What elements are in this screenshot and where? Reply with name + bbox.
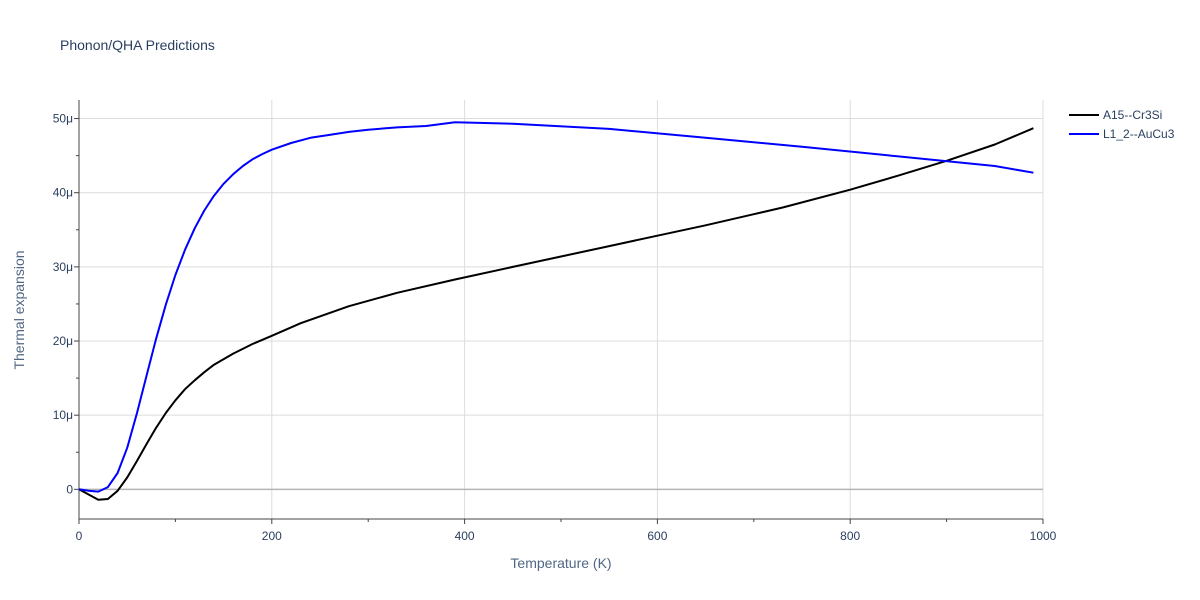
x-tick-label: 200 <box>262 529 282 543</box>
legend-label: L1_2--AuCu3 <box>1103 127 1175 141</box>
x-tick-label: 600 <box>647 529 667 543</box>
x-tick-label: 400 <box>455 529 475 543</box>
y-tick-label: 20μ <box>53 334 73 348</box>
x-tick-label: 0 <box>76 529 83 543</box>
y-axis-title: Thermal expansion <box>11 250 27 369</box>
legend: A15--Cr3Si L1_2--AuCu3 <box>1069 108 1175 141</box>
legend-label: A15--Cr3Si <box>1103 108 1162 122</box>
y-tick-label: 0 <box>66 482 73 496</box>
x-axis-ticks: 0 200 400 600 800 1000 <box>76 519 1057 543</box>
series-line <box>78 127 1034 501</box>
x-axis-title: Temperature (K) <box>510 555 611 571</box>
series-line <box>78 121 1034 493</box>
series-lines <box>78 121 1034 501</box>
chart-title: Phonon/QHA Predictions <box>60 37 215 53</box>
y-axis-ticks: 0 10μ 20μ 30μ 40μ 50μ <box>53 112 79 496</box>
y-tick-label: 40μ <box>53 186 73 200</box>
gridlines <box>79 100 1044 519</box>
x-tick-label: 1000 <box>1030 529 1057 543</box>
x-tick-label: 800 <box>840 529 860 543</box>
y-tick-label: 10μ <box>53 408 73 422</box>
y-tick-label: 30μ <box>53 260 73 274</box>
y-tick-label: 50μ <box>53 112 73 126</box>
